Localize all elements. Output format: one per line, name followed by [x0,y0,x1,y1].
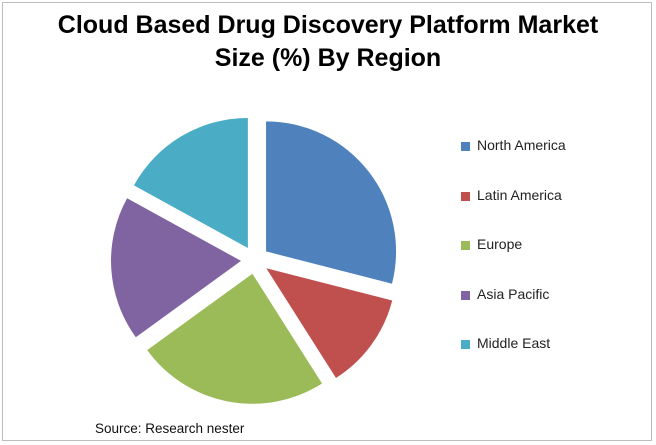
chart-title-line-1: Cloud Based Drug Discovery Platform Mark… [57,11,599,39]
legend-item-latin-america: Latin America [461,187,566,237]
legend-label: Europe [477,236,523,252]
legend-item-asia-pacific: Asia Pacific [461,286,566,336]
legend-swatch [461,191,470,201]
source-note: Source: Research nester [95,421,245,436]
legend-label: Latin America [477,186,562,203]
chart-legend: North America Latin America Europe Asia Pac… [461,137,566,385]
legend-item-middle-east: Middle East [461,335,566,385]
pie-slice-asia-pacific [111,198,242,338]
chart-title: Cloud Based Drug Discovery Platform Mark… [3,9,653,75]
legend-label: North America [477,137,566,153]
pie-slice-latin-america [266,268,393,378]
chart-frame: Cloud Based Drug Discovery Platform Mark… [2,2,652,441]
pie-chart [111,117,397,404]
chart-title-line-2: Size (%) By Region [214,44,442,72]
pie-slice-middle-east [133,117,248,248]
legend-swatch [461,340,470,349]
legend-label: Middle East [477,335,551,351]
legend-swatch [461,142,470,151]
legend-label: Asia Pacific [477,285,550,302]
legend-swatch [461,241,470,250]
legend-swatch [461,290,470,300]
legend-item-europe: Europe [461,236,566,286]
pie-slice-europe [147,273,323,404]
legend-item-north-america: North America [461,137,566,187]
pie-slice-north-america [266,121,397,284]
